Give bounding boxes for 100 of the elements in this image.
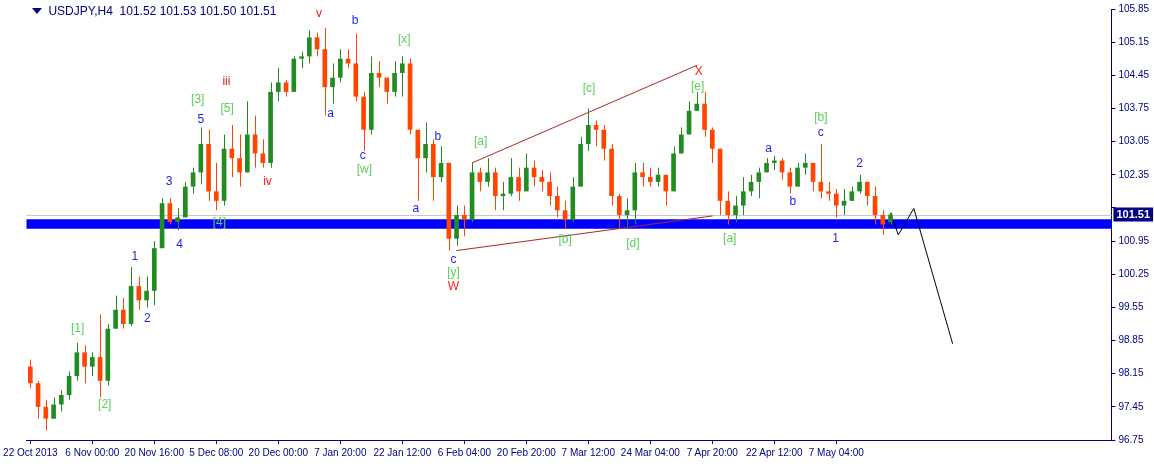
candlestick <box>276 67 281 102</box>
x-tick-label: 6 Feb 04:00 <box>437 446 492 458</box>
annotation: c <box>817 125 824 140</box>
annotation: 1 <box>832 231 840 246</box>
x-tick-label: 20 Feb 20:00 <box>496 446 557 458</box>
candlestick <box>330 62 335 105</box>
candlestick <box>477 167 483 192</box>
annotation: X <box>694 64 703 79</box>
x-tick-label: 6 Nov 00:00 <box>65 446 120 458</box>
annotation: [e] <box>690 79 705 94</box>
annotation: b <box>434 128 442 143</box>
annotation: [y] <box>447 264 460 279</box>
candlestick <box>624 197 630 228</box>
candlestick <box>694 91 700 112</box>
annotation: [x] <box>397 32 411 47</box>
candlestick <box>709 126 715 164</box>
annotation: [b] <box>814 109 828 124</box>
annotation: b <box>351 13 359 28</box>
annotation: [b] <box>558 232 572 247</box>
candlestick <box>461 205 467 237</box>
y-tick-label: 102.35 <box>1118 168 1150 180</box>
x-tick-label: 7 May 04:00 <box>808 446 865 458</box>
annotation: [d] <box>626 236 640 251</box>
y-tick-label: 105.15 <box>1118 35 1150 47</box>
candlestick <box>593 119 599 147</box>
candlestick <box>485 157 490 188</box>
x-tick-label: 22 Jan 12:00 <box>373 446 432 458</box>
candlestick <box>554 186 560 218</box>
candlestick <box>214 162 219 211</box>
annotation: 3 <box>165 174 173 189</box>
candlestick <box>237 134 242 188</box>
annotation: [a] <box>723 231 737 246</box>
x-tick-label: 20 Dec 00:00 <box>248 446 309 458</box>
candlestick <box>376 60 382 88</box>
candlestick <box>663 174 669 207</box>
candlestick <box>144 276 149 308</box>
y-tick-label: 98.15 <box>1118 367 1144 379</box>
annotation: 2 <box>856 156 864 171</box>
candlestick <box>725 190 731 225</box>
candlestick <box>818 143 824 199</box>
candlestick <box>492 167 498 211</box>
candlestick <box>51 396 56 420</box>
y-tick-label: 96.75 <box>1118 433 1144 445</box>
annotation: [3] <box>191 92 205 107</box>
y-tick-label: 105.85 <box>1118 2 1150 14</box>
candlestick <box>539 169 545 192</box>
candlestick <box>454 205 459 247</box>
annotation: v <box>316 6 323 21</box>
y-tick-label: 104.45 <box>1118 69 1150 81</box>
candlestick <box>399 55 405 98</box>
annotation: 5 <box>197 111 205 126</box>
candlestick <box>585 107 591 152</box>
candlestick <box>516 167 521 202</box>
chart-title: USDJPY,H4 101.52 101.53 101.50 101.51 <box>48 4 277 18</box>
y-tick-label: 103.75 <box>1118 102 1150 114</box>
annotation: a <box>765 140 773 155</box>
ref-line-label: 101.51 <box>1116 207 1151 220</box>
y-tick-label: 97.45 <box>1118 400 1144 412</box>
candlestick <box>423 122 428 173</box>
x-tick-label: 24 Mar 04:00 <box>620 446 681 458</box>
x-tick-label: 22 Apr 12:00 <box>745 446 804 458</box>
annotation: [5] <box>220 100 234 115</box>
annotation: a <box>327 105 335 120</box>
candlestick <box>121 297 126 330</box>
candlestick <box>28 358 33 389</box>
y-tick-label: 103.05 <box>1118 135 1150 147</box>
y-tick-label: 100.95 <box>1118 234 1150 246</box>
candlestick <box>740 176 746 216</box>
candlestick <box>113 295 118 330</box>
candlestick <box>857 174 862 195</box>
candlestick <box>59 389 64 413</box>
candlestick <box>880 209 886 236</box>
y-tick-label: 98.85 <box>1118 334 1144 346</box>
candlestick <box>787 167 793 195</box>
candlestick <box>640 162 645 188</box>
candlestick <box>547 171 552 207</box>
candlestick <box>338 48 343 83</box>
candlestick <box>392 60 397 98</box>
x-tick-label: 7 Mar 12:00 <box>561 446 616 458</box>
annotation: 2 <box>144 311 152 326</box>
x-tick-label: 7 Jan 20:00 <box>314 446 367 458</box>
candlestick <box>260 138 266 169</box>
candlestick <box>562 200 568 230</box>
candlestick <box>90 351 95 377</box>
annotation: a <box>412 200 420 215</box>
annotation: c <box>450 251 457 266</box>
candlestick <box>508 157 514 197</box>
candlestick <box>82 344 87 384</box>
candlestick <box>733 195 738 223</box>
annotation: [w] <box>356 162 373 177</box>
annotation: [2] <box>98 396 112 411</box>
candlestick <box>647 167 653 188</box>
candlestick <box>826 181 831 202</box>
y-tick-label: 100.25 <box>1118 267 1150 279</box>
annotation: W <box>447 279 460 294</box>
annotation: iii <box>222 74 231 89</box>
candlestick <box>190 167 196 195</box>
candlestick <box>616 193 622 230</box>
candlestick <box>795 162 800 188</box>
annotation: 4 <box>176 237 184 252</box>
